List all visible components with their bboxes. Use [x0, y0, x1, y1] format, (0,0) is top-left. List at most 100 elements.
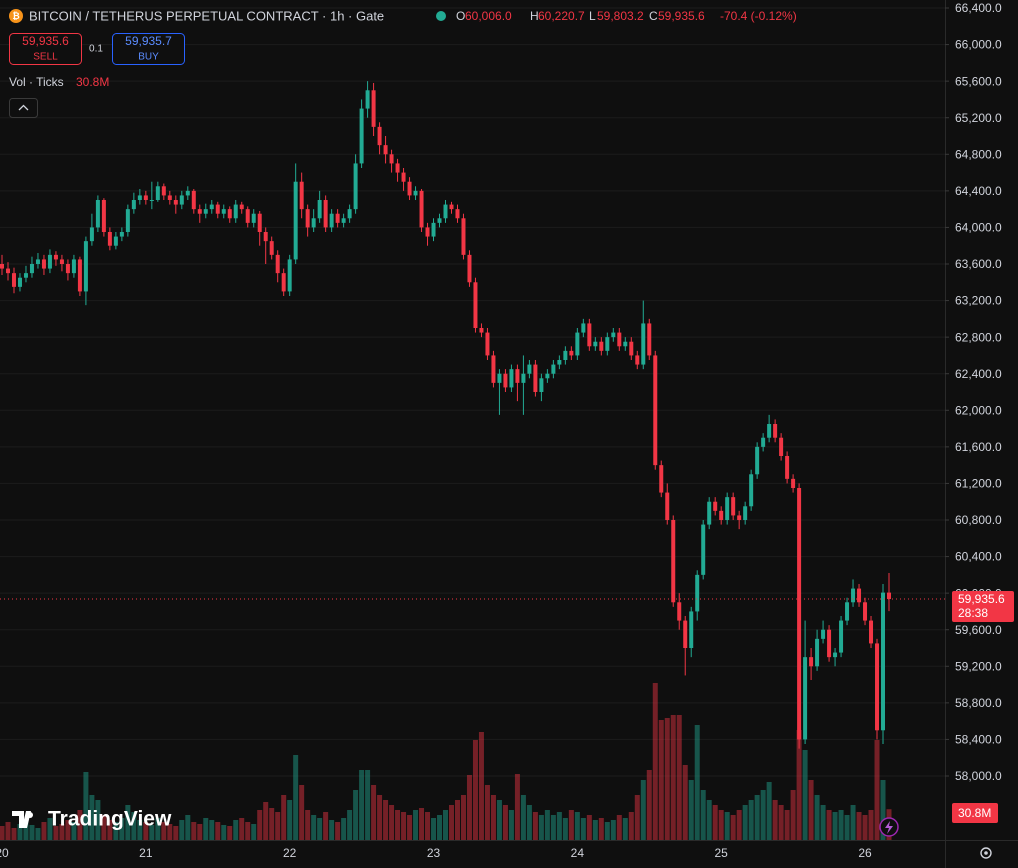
volume-bar: [820, 805, 826, 840]
candle-body: [83, 241, 88, 292]
x-tick-label: 20: [0, 846, 9, 860]
candle-body: [635, 355, 640, 365]
candle-body: [335, 213, 340, 223]
x-tick-label: 22: [283, 846, 297, 860]
candle-body: [737, 515, 742, 520]
y-tick-label: 63,600.0: [955, 257, 1002, 271]
sell-button[interactable]: 59,935.6 SELL: [9, 33, 82, 65]
volume-bar: [490, 795, 496, 840]
volume-bar: [311, 815, 317, 840]
candle-body: [803, 657, 808, 740]
volume-bar: [814, 795, 820, 840]
volume-bar: [5, 822, 11, 840]
volume-bar: [556, 812, 562, 840]
buy-button[interactable]: 59,935.7 BUY: [112, 33, 185, 65]
buy-price[interactable]: 59,935.7: [125, 34, 172, 48]
volume-bar: [460, 795, 466, 840]
volume-bar: [233, 820, 239, 840]
volume-bar: [335, 822, 341, 840]
collapse-button[interactable]: [9, 98, 38, 118]
candle-body: [821, 629, 826, 639]
candle-body: [245, 209, 250, 223]
candle-body: [401, 172, 406, 182]
candle-body: [77, 259, 82, 292]
candle-body: [701, 524, 706, 575]
volume-bar: [502, 805, 508, 840]
candle-body: [533, 364, 538, 392]
low-label: L: [589, 9, 596, 23]
volume-bar: [754, 795, 760, 840]
settings-icon-center[interactable]: [984, 851, 988, 855]
candle-body: [419, 190, 424, 228]
volume-bar: [77, 810, 83, 840]
settings-button[interactable]: [980, 847, 992, 859]
candle-body: [149, 200, 154, 201]
volume-legend-value: 30.8M: [76, 75, 109, 89]
volume-bar: [520, 795, 526, 840]
coin-icon: [9, 9, 23, 23]
volume-bar: [341, 818, 347, 840]
candle-body: [527, 364, 532, 374]
volume-bar: [401, 812, 407, 840]
order-size[interactable]: 0.1: [89, 44, 103, 55]
candle-body: [653, 355, 658, 466]
volume-bar: [844, 815, 850, 840]
volume-bar: [65, 820, 71, 840]
candle-body: [689, 611, 694, 648]
volume-bar: [874, 740, 880, 840]
volume-bar: [766, 782, 772, 840]
candle-body: [743, 506, 748, 520]
volume-bar: [688, 780, 694, 840]
volume-bar: [592, 820, 598, 840]
volume-bar: [353, 790, 359, 840]
volume-bar: [598, 818, 604, 840]
volume-bar: [0, 826, 5, 840]
y-tick-label: 61,200.0: [955, 477, 1002, 491]
x-tick-label: 25: [715, 846, 729, 860]
candle-body: [413, 190, 418, 196]
volume-bar: [203, 818, 209, 840]
candle-body: [431, 222, 436, 237]
volume-bar: [41, 822, 47, 840]
volume-bar: [305, 810, 311, 840]
volume-bar: [838, 810, 844, 840]
buy-button-box[interactable]: [112, 33, 185, 65]
volume-bar: [131, 812, 137, 840]
candle-body: [869, 620, 874, 644]
y-tick-label: 59,200.0: [955, 659, 1002, 673]
candle-body: [239, 204, 244, 210]
candle-body: [731, 497, 736, 516]
volume-bar: [269, 808, 275, 840]
lightning-icon[interactable]: [885, 821, 893, 834]
volume-bar: [89, 795, 95, 840]
collapse-box[interactable]: [9, 98, 38, 118]
candle-body: [341, 218, 346, 223]
candle-body: [629, 341, 634, 356]
candle-body: [791, 478, 796, 488]
watermark-logo-dot: [27, 812, 33, 818]
volume-bar: [119, 818, 125, 840]
candle-body: [593, 341, 598, 347]
candle-body: [395, 163, 400, 173]
candle-body: [407, 181, 412, 196]
volume-bar: [257, 810, 263, 840]
candle-body: [755, 446, 760, 475]
sell-price[interactable]: 59,935.6: [22, 34, 69, 48]
candle-body: [323, 200, 328, 228]
candle-body: [185, 190, 190, 196]
sell-label[interactable]: SELL: [33, 52, 58, 63]
candle-body: [101, 200, 106, 232]
sell-button-box[interactable]: [9, 33, 82, 65]
collapse-caret[interactable]: [18, 104, 29, 111]
volume-bar: [437, 815, 443, 840]
candle-body: [545, 373, 550, 379]
volume-bar: [550, 815, 556, 840]
volume-bar: [478, 732, 484, 840]
buy-label[interactable]: BUY: [138, 52, 159, 63]
y-tick-label: 64,800.0: [955, 147, 1002, 161]
volume-bar: [562, 818, 568, 840]
volume-legend: Vol · Ticks: [9, 75, 64, 89]
